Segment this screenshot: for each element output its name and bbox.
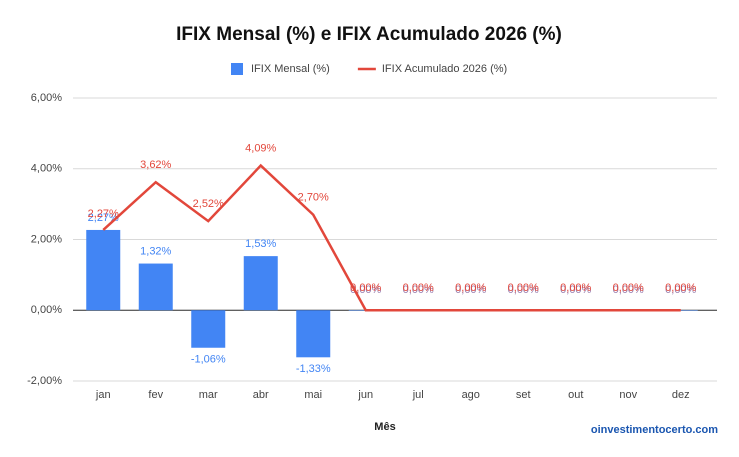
x-tick-label: ago [462,389,480,401]
x-tick-label: jul [412,389,424,401]
bar [243,256,278,311]
line-value-label: 0,00% [350,282,381,294]
bar-value-label: 0,00% [403,284,434,296]
legend-label: IFIX Acumulado 2026 (%) [382,63,507,75]
x-axis-title: Mês [374,421,395,433]
y-tick-label: -2,00% [27,375,62,387]
line-value-label: 0,00% [665,282,696,294]
bar-value-label: -1,33% [296,363,331,375]
line-value-label: 3,62% [140,159,171,171]
line-value-label: 0,00% [613,282,644,294]
x-tick-label: jan [95,389,111,401]
x-tick-label: fev [148,389,163,401]
source: oinvestimentocerto.com [591,424,718,436]
line-value-label: 0,00% [560,282,591,294]
bar [191,310,226,348]
x-tick-label: set [516,389,531,401]
bar-value-label: 0,00% [613,284,644,296]
bar [138,263,173,311]
x-tick-label: nov [619,389,637,401]
legend-label: IFIX Mensal (%) [251,63,330,75]
x-tick-label: abr [253,389,269,401]
bar [296,310,331,358]
chart-title: IFIX Mensal (%) e IFIX Acumulado 2026 (%… [176,24,562,45]
bar-value-label: -1,06% [191,354,226,366]
bar-value-label: 2,27% [88,212,119,224]
y-tick-label: 0,00% [31,304,62,316]
x-tick-label: mai [304,389,322,401]
y-tick-label: 6,00% [31,92,62,104]
line-value-label: 0,00% [455,282,486,294]
bar-value-label: 1,53% [245,238,276,250]
line [102,163,681,312]
bar-value-label: 0,00% [508,284,539,296]
line-value-label: 2,70% [298,192,329,204]
bar-value-label: 0,00% [560,284,591,296]
y-tick-label: 2,00% [31,233,62,245]
line-value-label: 0,00% [403,282,434,294]
bar [86,229,121,311]
x-tick-label: mar [199,389,218,401]
bar-value-label: 0,00% [455,284,486,296]
line-value-label: 2,52% [193,198,224,210]
x-tick-label: jun [357,389,373,401]
bar-value-label: 0,00% [665,284,696,296]
x-tick-label: dez [672,389,690,401]
bar-value-label: 0,00% [350,284,381,296]
bar-value-label: 1,32% [140,245,171,257]
legend-swatch [231,63,243,75]
y-tick-label: 4,00% [31,163,62,175]
line-value-label: 4,09% [245,142,276,154]
line-value-label: 0,00% [508,282,539,294]
line-value-label: 2,27% [88,208,119,220]
x-tick-label: out [568,389,583,401]
